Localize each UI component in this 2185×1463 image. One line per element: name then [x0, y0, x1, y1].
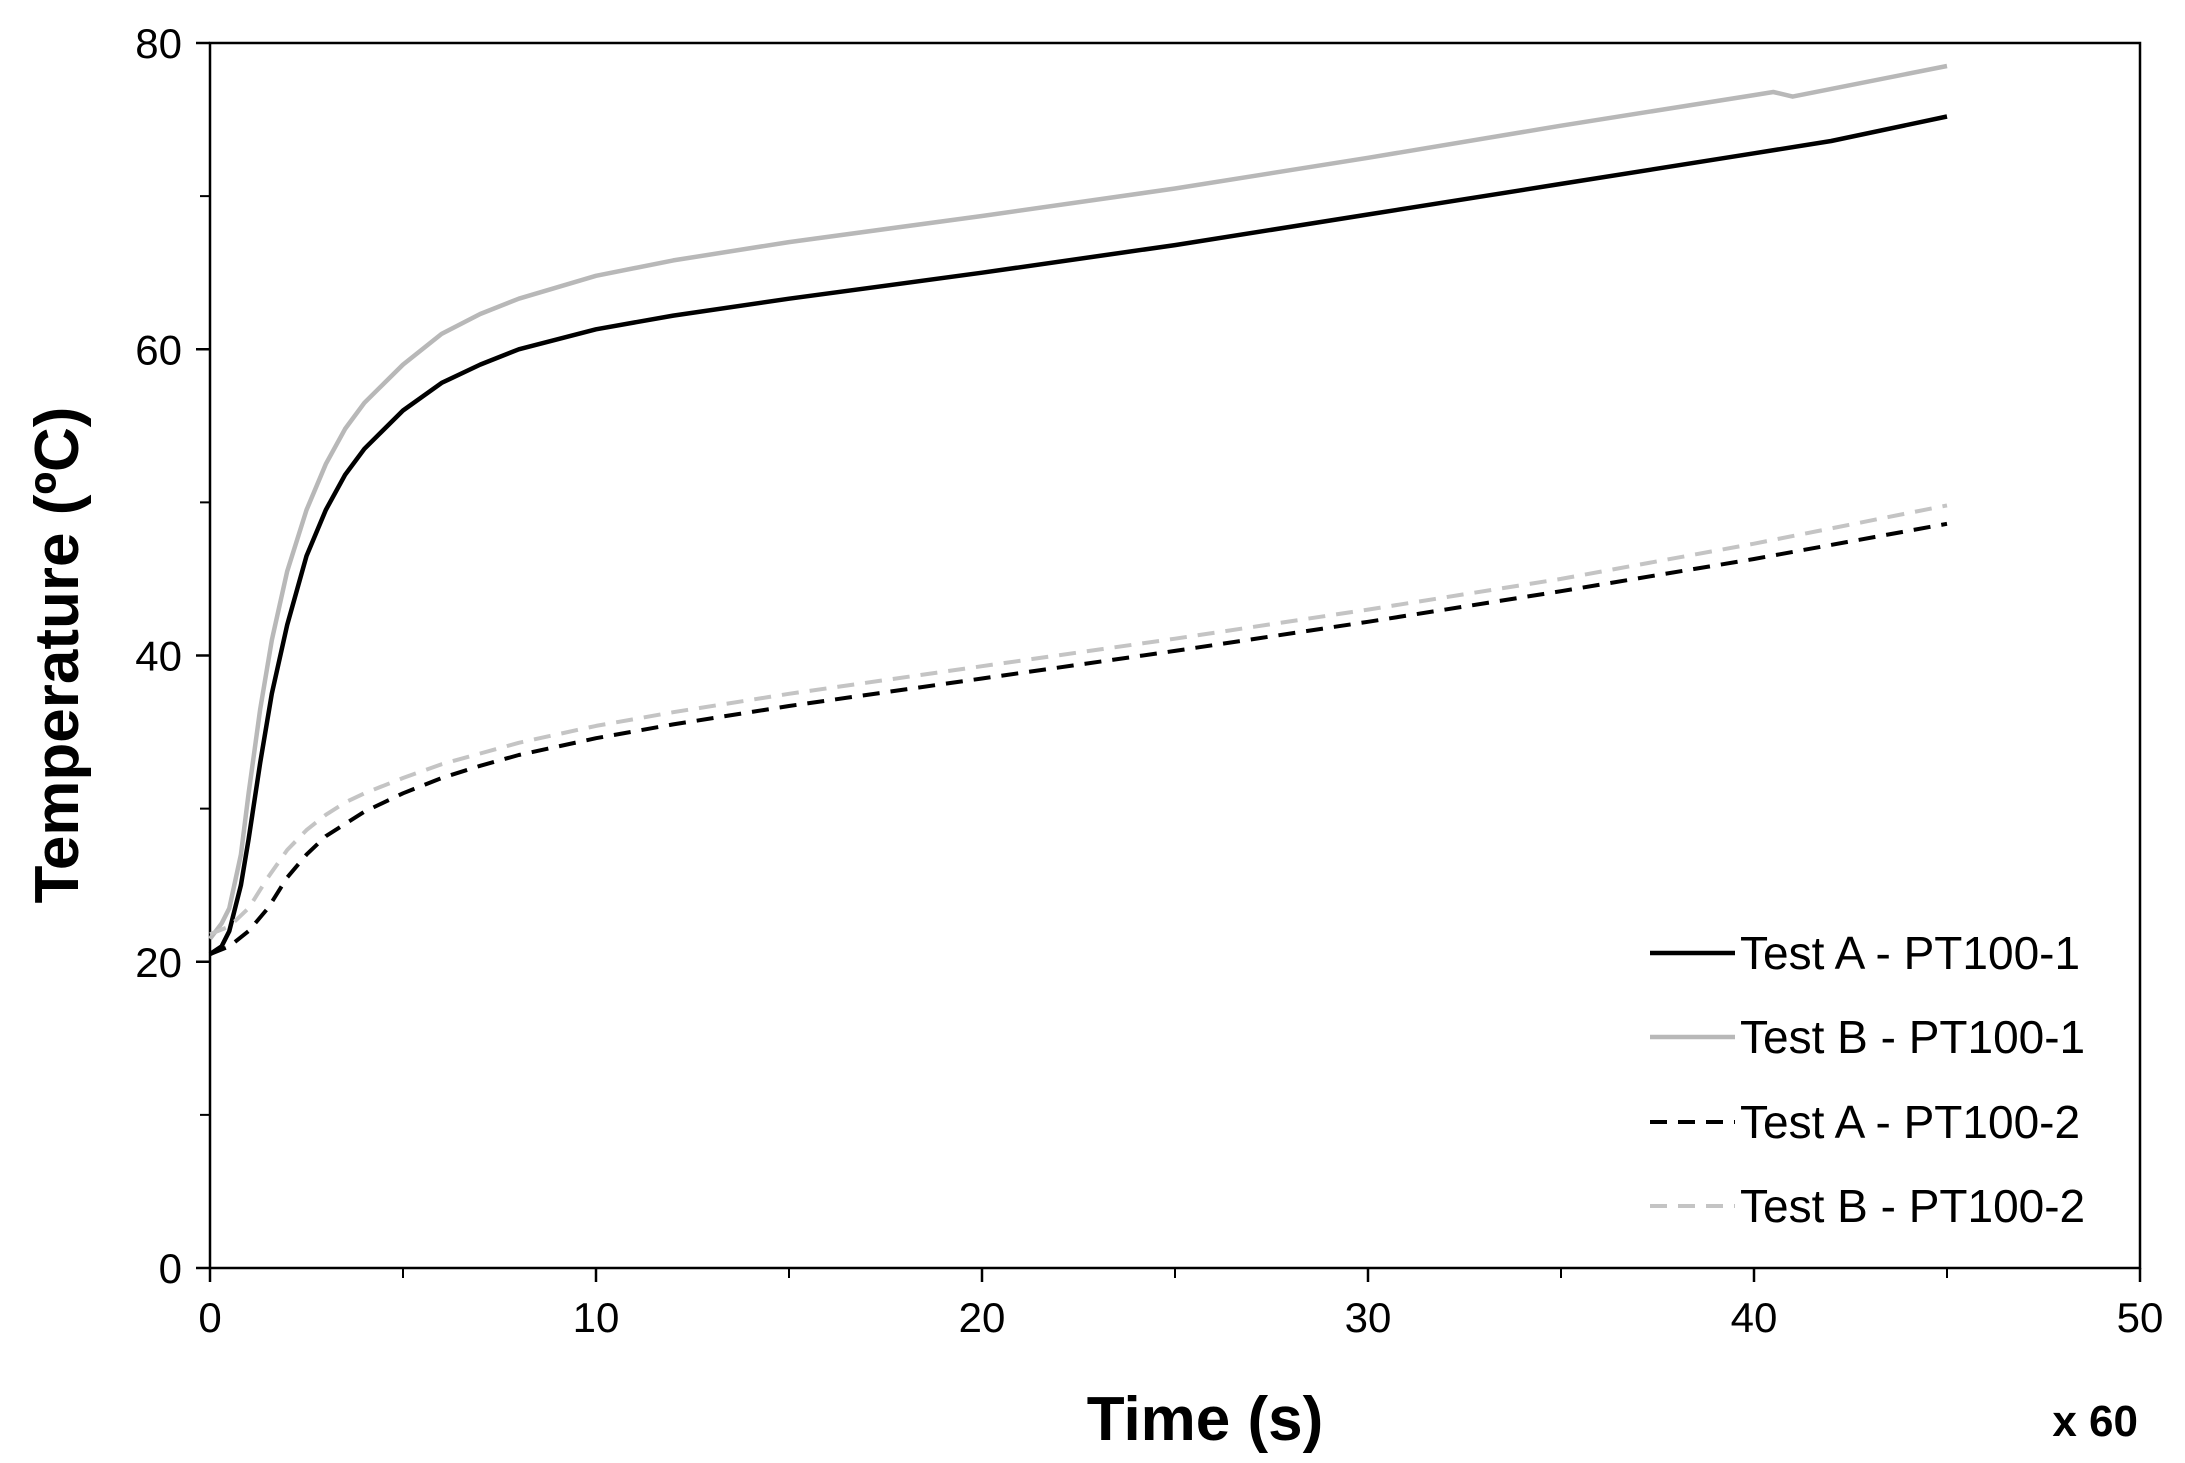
- series-lines: [208, 63, 1948, 956]
- x-tick-label: 0: [198, 1294, 221, 1341]
- y-tick-label: 60: [135, 326, 182, 373]
- series-line-2: [208, 63, 1948, 941]
- y-tick-label: 40: [135, 633, 182, 680]
- x-tick-label: 50: [2117, 1294, 2164, 1341]
- x-tick-label: 20: [959, 1294, 1006, 1341]
- series-line-4: [209, 503, 1948, 937]
- plot-frame: [208, 41, 2142, 1270]
- y-tick-label: 80: [135, 20, 182, 67]
- x-tick-label: 30: [1345, 1294, 1392, 1341]
- y-tick-label: 20: [135, 939, 182, 986]
- y-tick-label: 0: [159, 1245, 182, 1292]
- plot-area: [208, 41, 2142, 1270]
- axis-ticks: 0 10 20 30 40 50 0 20 40 60 80: [135, 20, 2163, 1341]
- x-axis-multiplier: x 60: [2052, 1397, 2138, 1446]
- series-line-3: [209, 521, 1948, 956]
- y-axis-title: Temperature (ºC): [23, 407, 92, 904]
- series-line-1: [208, 114, 1948, 956]
- legend-label-1: Test A - PT100-1: [1740, 927, 2080, 979]
- legend: Test A - PT100-1 Test B - PT100-1 Test A -…: [1650, 927, 2085, 1232]
- x-tick-label: 40: [1731, 1294, 1778, 1341]
- legend-label-4: Test B - PT100-2: [1740, 1180, 2085, 1232]
- x-tick-label: 10: [573, 1294, 620, 1341]
- legend-label-2: Test B - PT100-1: [1740, 1011, 2085, 1063]
- x-axis-title: Time (s): [1087, 1385, 1324, 1454]
- legend-label-3: Test A - PT100-2: [1740, 1096, 2080, 1148]
